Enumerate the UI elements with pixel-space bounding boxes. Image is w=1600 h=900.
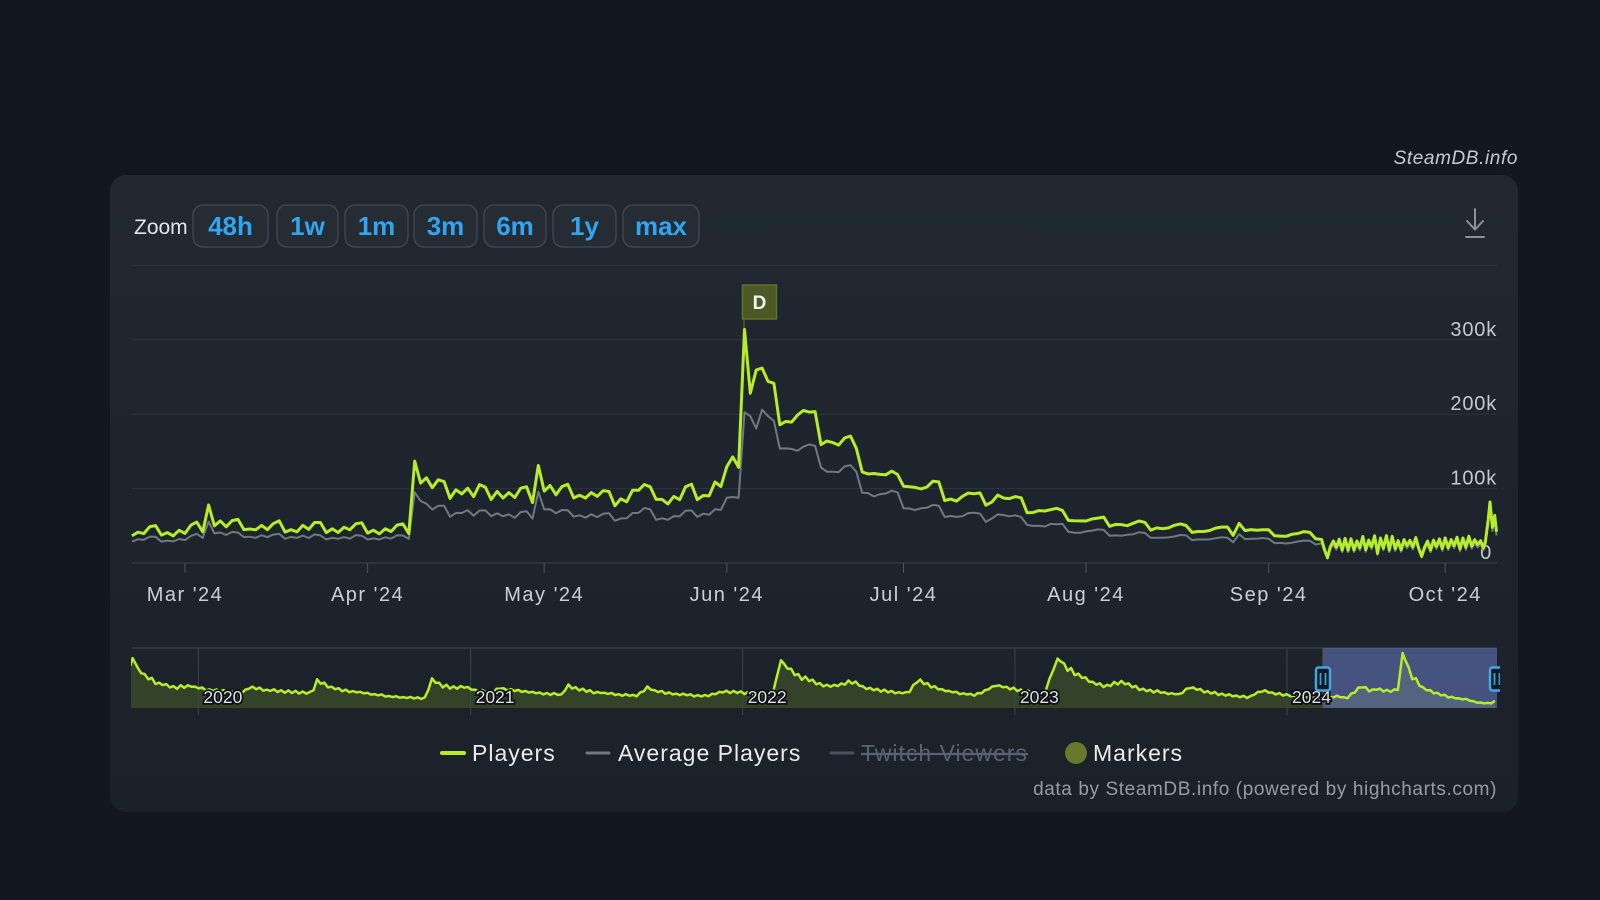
svg-text:6m: 6m [496, 211, 534, 241]
svg-text:Twitch Viewers: Twitch Viewers [861, 740, 1028, 766]
svg-text:1w: 1w [290, 211, 325, 241]
svg-text:0: 0 [1480, 542, 1492, 564]
svg-text:Jun '24: Jun '24 [690, 584, 764, 606]
svg-text:Zoom: Zoom [134, 216, 188, 239]
svg-text:Apr '24: Apr '24 [331, 584, 404, 606]
svg-text:2020: 2020 [203, 687, 242, 707]
svg-text:D: D [753, 293, 767, 314]
svg-text:100k: 100k [1450, 468, 1497, 490]
svg-text:Players: Players [472, 740, 556, 766]
svg-text:Mar '24: Mar '24 [147, 584, 224, 606]
svg-text:Aug '24: Aug '24 [1047, 584, 1125, 606]
svg-text:Jul '24: Jul '24 [870, 584, 938, 606]
svg-text:Sep '24: Sep '24 [1230, 584, 1308, 606]
svg-text:3m: 3m [427, 211, 465, 241]
svg-text:May '24: May '24 [504, 584, 584, 606]
svg-text:1y: 1y [570, 211, 599, 241]
svg-text:Markers: Markers [1093, 740, 1183, 766]
svg-text:300k: 300k [1450, 319, 1497, 341]
svg-text:48h: 48h [208, 211, 253, 241]
svg-text:2022: 2022 [748, 687, 787, 707]
svg-text:data by SteamDB.info (powered: data by SteamDB.info (powered by highcha… [1033, 779, 1497, 800]
svg-text:Oct '24: Oct '24 [1409, 584, 1482, 606]
svg-text:2021: 2021 [476, 687, 515, 707]
svg-text:max: max [635, 211, 688, 241]
svg-text:200k: 200k [1450, 393, 1497, 415]
svg-text:2023: 2023 [1020, 687, 1059, 707]
svg-text:Average Players: Average Players [618, 740, 801, 766]
svg-text:1m: 1m [358, 211, 396, 241]
